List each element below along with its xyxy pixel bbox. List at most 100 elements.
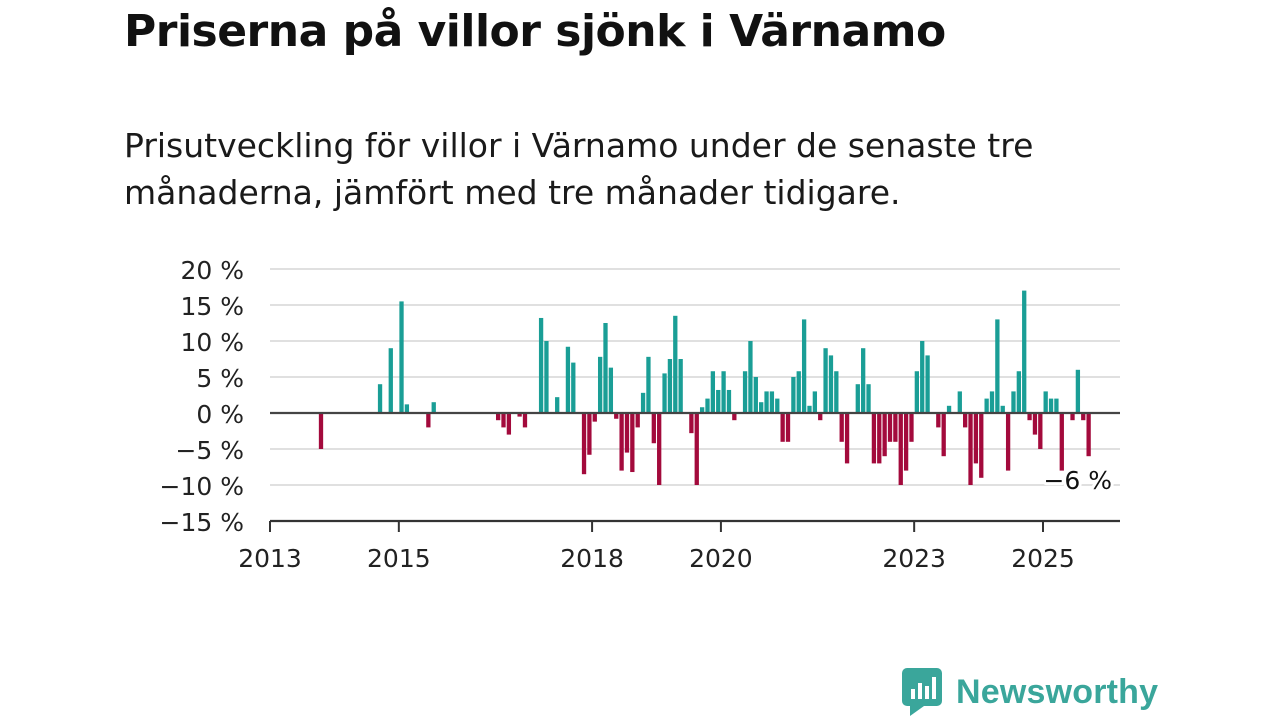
bar [1070, 413, 1075, 421]
bar [555, 397, 560, 413]
bar [646, 356, 651, 413]
bar [1081, 413, 1086, 421]
bar [828, 355, 834, 413]
y-tick-label: 0 % [196, 400, 244, 429]
bar [544, 341, 549, 413]
brand-name: Newsworthy [956, 672, 1159, 711]
bar [818, 413, 823, 421]
axis-labels: 20 % 15 % 10 % 5 % 0 % −5 % −10 % −15 % 2013 2015… [160, 256, 1115, 573]
bar [877, 413, 882, 464]
bar [1032, 413, 1038, 435]
bar [1043, 391, 1048, 413]
bar [624, 413, 630, 453]
newsworthy-icon [902, 668, 942, 716]
bar [565, 346, 571, 413]
y-tick-label: −10 % [160, 472, 244, 501]
axes [269, 411, 1120, 532]
end-value-label: −6 % [1043, 466, 1112, 495]
bar [957, 391, 962, 413]
bar [689, 413, 694, 434]
bar [866, 384, 871, 413]
bar [431, 402, 436, 413]
bar [785, 413, 791, 442]
x-tick-label: 2013 [238, 544, 302, 573]
bar [716, 389, 721, 413]
bar [667, 359, 673, 413]
bar [318, 413, 324, 449]
bar [630, 413, 635, 473]
bar [801, 319, 807, 413]
bar [968, 413, 973, 485]
bar [844, 413, 850, 464]
bar [925, 355, 930, 413]
bar [764, 391, 769, 413]
bar [619, 413, 624, 471]
bar [812, 391, 818, 413]
bar [726, 389, 732, 413]
bar [1038, 413, 1043, 449]
bar [1000, 405, 1005, 413]
bar [517, 413, 522, 417]
x-tick-label: 2025 [1011, 544, 1075, 573]
bar [635, 413, 640, 428]
bar [920, 341, 925, 413]
bar [769, 391, 775, 413]
bar [506, 413, 512, 435]
bar [1005, 413, 1011, 471]
bar [495, 413, 501, 421]
bar [538, 317, 544, 413]
bar [662, 373, 667, 413]
bar [571, 362, 576, 413]
bar [694, 413, 699, 485]
bar [673, 315, 678, 413]
x-tick-label: 2020 [689, 544, 753, 573]
bar [941, 413, 946, 457]
bar [1086, 413, 1091, 457]
bar [963, 413, 968, 428]
bar [522, 413, 528, 428]
bar [721, 371, 726, 413]
bar [705, 398, 710, 413]
bar [1059, 413, 1064, 471]
bar [603, 323, 608, 413]
bar [608, 367, 614, 413]
bar [501, 413, 506, 428]
bar [614, 413, 619, 419]
y-tick-label: 5 % [196, 364, 244, 393]
bar [823, 348, 828, 413]
bar [388, 348, 393, 413]
bar [834, 371, 839, 413]
bar [640, 392, 646, 413]
y-tick-label: 20 % [180, 256, 244, 285]
bar [946, 405, 952, 413]
brand-logo: Newsworthy [902, 668, 1158, 716]
bar [399, 301, 404, 413]
bar [1054, 398, 1059, 413]
bar [592, 413, 597, 422]
bar [651, 413, 656, 444]
bar [973, 413, 979, 464]
bar [678, 359, 683, 413]
bar [587, 413, 592, 455]
bar [759, 402, 764, 413]
y-tick-label: 15 % [180, 292, 244, 321]
bar [995, 319, 1000, 413]
x-tick-label: 2023 [882, 544, 946, 573]
bar [984, 398, 989, 413]
bar [903, 413, 909, 471]
chart-title: Priserna på villor sjönk i Värnamo [124, 6, 946, 57]
bar [1027, 413, 1032, 421]
bar [989, 391, 995, 413]
bar [914, 371, 919, 413]
bar [855, 384, 860, 413]
bar [893, 413, 898, 442]
bar [780, 413, 785, 442]
bar [597, 356, 603, 413]
y-tick-label: −5 % [175, 436, 244, 465]
x-tick-label: 2018 [560, 544, 624, 573]
y-tick-label: 10 % [180, 328, 244, 357]
end-value-label-halo: −6 % [1043, 466, 1112, 495]
bar [882, 413, 887, 457]
bar [979, 413, 984, 478]
bar [1048, 398, 1054, 413]
